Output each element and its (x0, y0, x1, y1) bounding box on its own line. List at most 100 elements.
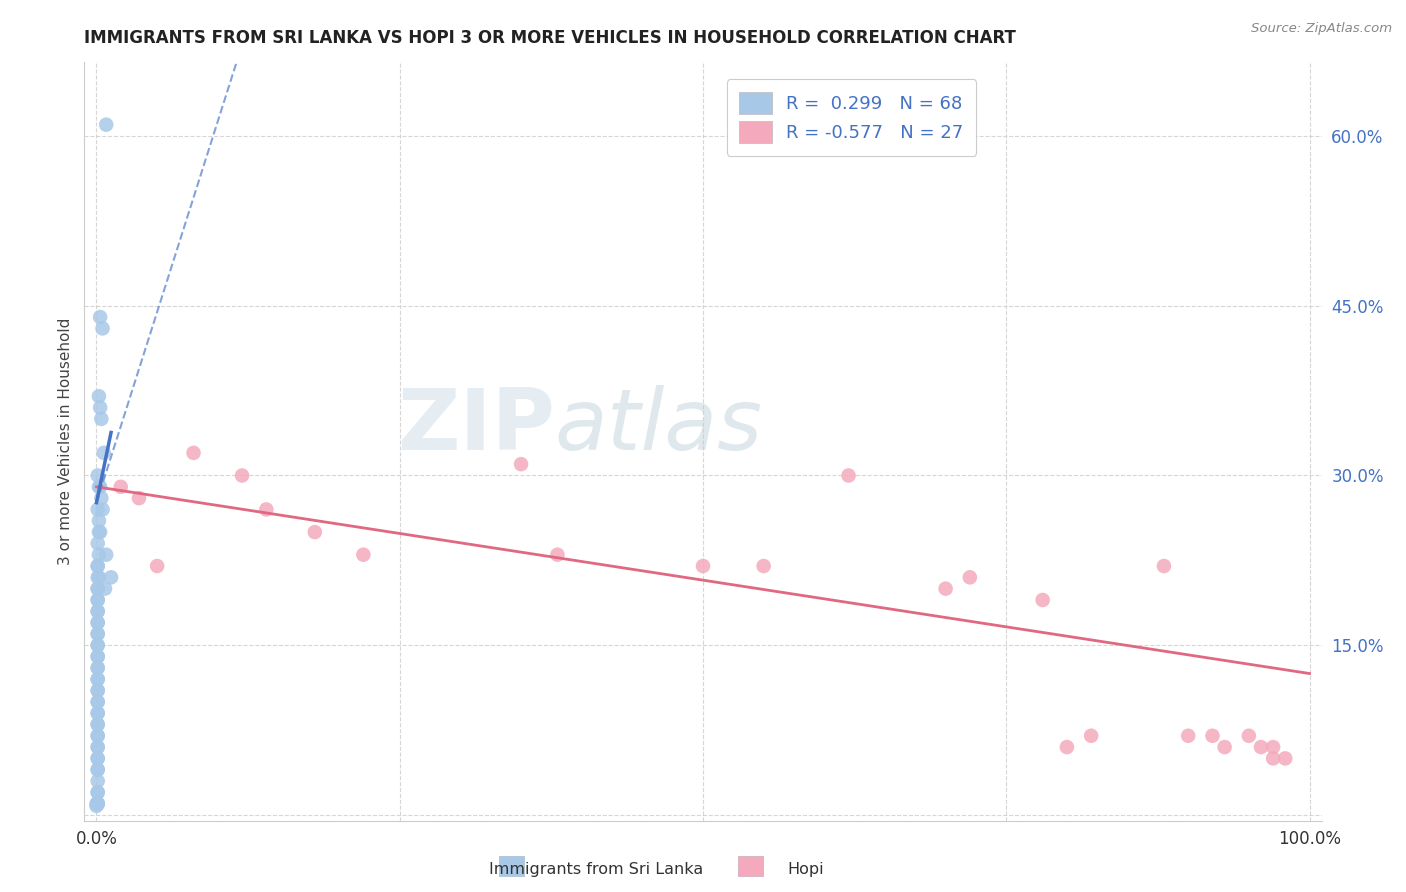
Point (86, 763, 108, 777)
Point (86, 593, 108, 607)
Point (89, 310, 111, 324)
Point (838, 468, 860, 483)
Point (89, 524, 111, 539)
Point (1261, 740, 1284, 755)
Point (87, 480, 110, 494)
Point (87, 514, 110, 528)
Point (100, 570, 122, 584)
Point (90, 491, 112, 505)
Point (89, 401, 111, 415)
Point (1032, 593, 1054, 607)
Point (86, 559, 108, 574)
Point (86, 706, 108, 720)
Point (86, 661, 108, 675)
Point (86, 797, 108, 811)
Point (94, 582, 117, 596)
Point (86, 672, 108, 686)
Point (959, 570, 981, 584)
Point (304, 524, 326, 539)
Point (86, 582, 108, 596)
Text: Source: ZipAtlas.com: Source: ZipAtlas.com (1251, 22, 1392, 36)
Point (86, 706, 108, 720)
Point (91, 321, 114, 335)
Point (146, 559, 169, 574)
Point (86, 627, 108, 641)
Point (86, 570, 108, 584)
Point (510, 457, 533, 471)
Point (86, 672, 108, 686)
Point (89, 480, 111, 494)
Point (86, 593, 108, 607)
Point (1056, 740, 1078, 755)
Point (86, 763, 108, 777)
Point (86, 751, 108, 765)
Point (1080, 729, 1102, 743)
Point (692, 559, 714, 574)
Point (90, 412, 112, 426)
Point (1213, 740, 1236, 755)
Point (1201, 729, 1223, 743)
Text: ZIP: ZIP (396, 384, 554, 468)
Point (546, 548, 568, 562)
Point (86, 797, 108, 811)
Point (86, 797, 108, 811)
Point (86, 695, 108, 709)
Text: Hopi: Hopi (787, 863, 824, 877)
Point (86, 559, 108, 574)
Point (935, 582, 957, 596)
Point (1274, 751, 1296, 765)
Point (86, 502, 108, 516)
Point (91, 502, 114, 516)
Point (93, 446, 115, 460)
Point (86, 604, 108, 618)
Point (86, 468, 108, 483)
Point (86, 729, 108, 743)
Point (352, 548, 374, 562)
Point (86, 649, 108, 664)
Point (86, 717, 108, 731)
Point (86, 683, 108, 698)
Point (86, 649, 108, 664)
Point (1177, 729, 1199, 743)
Point (86, 799, 108, 814)
Text: Immigrants from Sri Lanka: Immigrants from Sri Lanka (489, 863, 703, 877)
Point (86, 604, 108, 618)
Point (110, 480, 132, 494)
Point (86, 695, 108, 709)
Point (1237, 729, 1260, 743)
Point (86, 774, 108, 789)
Point (1261, 751, 1284, 765)
Point (86, 683, 108, 698)
Point (86, 797, 108, 811)
Text: IMMIGRANTS FROM SRI LANKA VS HOPI 3 OR MORE VEHICLES IN HOUSEHOLD CORRELATION CH: IMMIGRANTS FROM SRI LANKA VS HOPI 3 OR M… (84, 29, 1017, 47)
Point (86, 740, 108, 755)
Point (86, 785, 108, 799)
Point (1250, 740, 1272, 755)
Point (86, 797, 108, 811)
Point (86, 751, 108, 765)
Point (87, 570, 110, 584)
Point (254, 502, 277, 516)
Point (86, 615, 108, 630)
Point (86, 627, 108, 641)
Point (87, 548, 110, 562)
Point (86, 582, 108, 596)
Legend: R =  0.299   N = 68, R = -0.577   N = 27: R = 0.299 N = 68, R = -0.577 N = 27 (727, 79, 976, 155)
Point (86, 536, 108, 550)
Point (752, 559, 775, 574)
Point (96, 548, 118, 562)
Point (128, 491, 150, 505)
Y-axis label: 3 or more Vehicles in Household: 3 or more Vehicles in Household (58, 318, 73, 566)
Point (231, 468, 253, 483)
Point (86, 638, 108, 652)
Text: atlas: atlas (554, 384, 762, 468)
Point (86, 615, 108, 630)
Point (86, 717, 108, 731)
Point (86, 661, 108, 675)
Point (87, 524, 110, 539)
Point (87, 389, 110, 403)
Point (86, 638, 108, 652)
Point (86, 729, 108, 743)
Point (96, 118, 118, 132)
Point (86, 785, 108, 799)
